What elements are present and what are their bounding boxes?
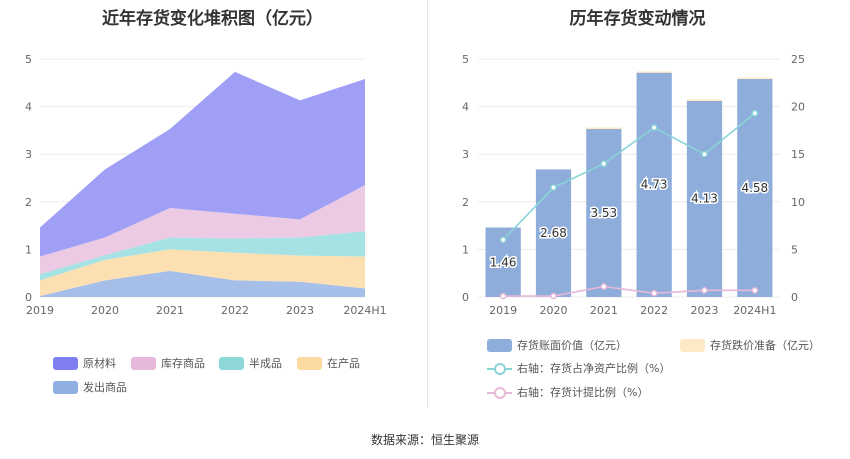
legend-swatch xyxy=(53,380,78,394)
legend-label: 右轴：存货占净资产比例（%） xyxy=(517,362,671,375)
x-tick-label: 2022 xyxy=(221,304,249,317)
right-chart-title: 历年存货变动情况 xyxy=(569,9,706,29)
y-tick-label: 2 xyxy=(25,196,32,209)
legend-label: 原材料 xyxy=(83,357,116,370)
legend-item[interactable]: 存货跌价准备（亿元） xyxy=(680,337,820,353)
bar-provision xyxy=(737,77,773,80)
y-tick-label: 3 xyxy=(462,148,469,161)
legend-line-symbol xyxy=(487,386,512,399)
y-tick-label: 2 xyxy=(462,196,469,209)
legend-swatch xyxy=(297,356,322,370)
bar-inventory-value xyxy=(636,71,672,298)
legend-item[interactable]: 在产品 xyxy=(297,355,360,371)
x-tick-label: 2024H1 xyxy=(733,304,776,317)
line-point xyxy=(499,236,507,244)
y2-tick-label: 10 xyxy=(791,196,805,209)
legend-swatch xyxy=(487,338,512,352)
bar-data-label: 4.13 xyxy=(691,192,718,206)
legend-label: 库存商品 xyxy=(161,357,205,370)
stacked-area-chart: 0 1 2 3 4 5 2019 2020 2021 2022 2023 2024H1 xyxy=(25,53,387,317)
line-point xyxy=(600,160,608,168)
line-point xyxy=(550,184,557,191)
line-point xyxy=(751,286,759,294)
legend-label: 发出商品 xyxy=(83,381,127,394)
x-tick-label: 2019 xyxy=(489,304,517,317)
area-半成品 xyxy=(40,231,365,281)
y-tick-label: 4 xyxy=(25,101,32,114)
y-tick-label: 1 xyxy=(462,243,469,256)
y2-tick-label: 25 xyxy=(791,53,805,66)
line-point xyxy=(751,109,759,117)
legend-item[interactable]: 半成品 xyxy=(219,355,282,371)
legend-marker xyxy=(494,362,506,375)
bar-data-label: 1.46 xyxy=(490,255,517,269)
y2-tick-label: 20 xyxy=(791,101,805,114)
bar-provision xyxy=(636,71,672,73)
y-tick-label: 1 xyxy=(25,243,32,256)
y-tick-label: 5 xyxy=(25,53,32,66)
y-tick-label: 4 xyxy=(462,101,469,114)
legend-swatch xyxy=(131,356,156,370)
left-chart-title: 近年存货变化堆积图（亿元） xyxy=(102,9,323,29)
y-tick-label: 3 xyxy=(25,148,32,161)
legend-item[interactable]: 存货账面价值（亿元） xyxy=(487,337,627,353)
bar-data-label: 4.73 xyxy=(641,177,668,191)
data-source: 数据来源：恒生聚源 xyxy=(370,433,479,447)
line-provision-ratio xyxy=(503,285,755,297)
x-tick-label: 2023 xyxy=(691,304,719,317)
inventory-change-panel: 历年存货变动情况 0 0 1 5 2 10 3 15 4 20 5 25 2019 2020 2021 202… xyxy=(425,0,850,410)
x-tick-label: 2021 xyxy=(156,304,184,317)
legend-line-symbol xyxy=(487,362,512,375)
bar-data-label: 4.58 xyxy=(741,181,768,195)
line-inventory-ratio xyxy=(502,112,756,241)
x-tick-label: 2020 xyxy=(540,304,568,317)
y2-tick-label: 15 xyxy=(791,148,805,161)
bar-inventory-value xyxy=(586,128,622,297)
y-tick-label: 0 xyxy=(462,291,469,304)
line-point xyxy=(600,283,608,290)
legend-item[interactable]: 库存商品 xyxy=(131,355,205,371)
legend-item[interactable]: 右轴：存货计提比例（%） xyxy=(487,384,648,400)
line-point xyxy=(550,292,557,300)
y2-tick-label: 0 xyxy=(791,291,798,304)
area-发出商品 xyxy=(40,270,365,297)
legend-swatch xyxy=(680,338,705,352)
x-tick-label: 2019 xyxy=(26,304,54,317)
area-库存商品 xyxy=(40,185,365,275)
y-tick-label: 0 xyxy=(25,291,32,304)
legend-marker xyxy=(494,386,506,399)
legend-label: 存货跌价准备（亿元） xyxy=(710,339,820,352)
legend-item[interactable]: 原材料 xyxy=(53,355,116,371)
legend-item[interactable]: 发出商品 xyxy=(53,379,127,395)
area-原材料 xyxy=(40,71,365,257)
bar-data-label: 2.68 xyxy=(540,226,567,240)
y-tick-label: 5 xyxy=(462,53,469,66)
stacked-area-panel: 近年存货变化堆积图（亿元） 0 1 2 3 4 5 2019 2020 2021 2022 2023… xyxy=(0,0,425,410)
legend-label: 存货账面价值（亿元） xyxy=(517,339,627,352)
legend-swatch xyxy=(219,356,244,370)
bar-data-label: 3.53 xyxy=(590,206,617,220)
x-tick-label: 2022 xyxy=(640,304,668,317)
legend-item[interactable]: 右轴：存货占净资产比例（%） xyxy=(487,360,670,376)
bar-provision xyxy=(686,99,723,101)
y2-tick-label: 5 xyxy=(791,243,798,256)
line-point xyxy=(650,124,658,131)
x-tick-label: 2023 xyxy=(286,304,314,317)
line-point xyxy=(650,289,658,297)
area-在产品 xyxy=(40,249,365,297)
line-point xyxy=(499,292,507,300)
bar-inventory-value xyxy=(686,100,723,297)
legend-label: 半成品 xyxy=(249,357,282,370)
legend-label: 在产品 xyxy=(327,357,360,370)
bar-provision xyxy=(586,127,622,130)
x-tick-label: 2024H1 xyxy=(343,304,386,317)
line-point xyxy=(701,286,708,294)
line-point xyxy=(701,150,708,158)
legend-swatch xyxy=(53,356,78,370)
panel-divider xyxy=(427,0,428,408)
x-tick-label: 2020 xyxy=(91,304,119,317)
legend-label: 右轴：存货计提比例（%） xyxy=(517,386,649,399)
x-tick-label: 2021 xyxy=(590,304,618,317)
